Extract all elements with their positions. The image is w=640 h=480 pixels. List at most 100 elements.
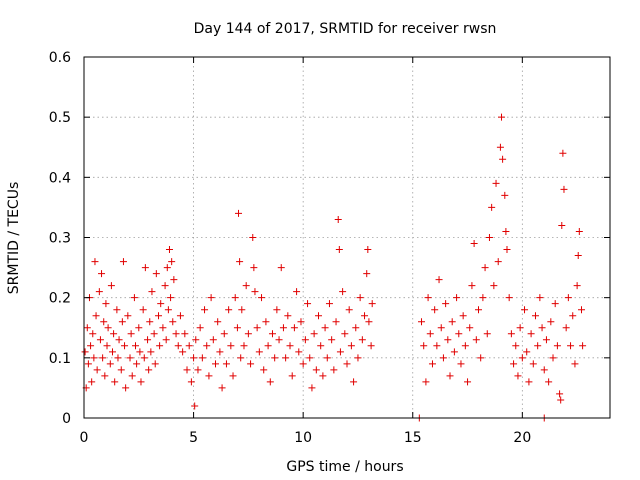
data-point [216,348,224,356]
data-point [114,354,122,362]
data-point [273,306,281,314]
data-point [110,330,118,338]
data-point [293,288,301,296]
y-tick-label: 0.4 [49,170,71,186]
data-point [196,324,204,332]
data-point [538,324,546,332]
data-point [185,342,193,350]
data-point [95,288,103,296]
data-point [560,185,568,193]
y-tick-label: 0 [62,411,71,427]
data-point [282,354,290,362]
data-point [549,354,557,362]
data-point [203,342,211,350]
data-point [536,294,544,302]
data-point [531,312,539,320]
data-point [466,324,474,332]
data-point [277,264,285,272]
data-point [107,282,115,290]
data-point [209,336,217,344]
data-point [562,324,570,332]
data-point [96,336,104,344]
data-point [240,342,248,350]
data-point [354,354,362,362]
data-point [301,336,309,344]
data-point [426,330,434,338]
data-point [464,378,472,386]
data-point [113,306,121,314]
data-point [361,312,369,320]
data-point [479,294,487,302]
data-point [507,330,515,338]
data-point [431,306,439,314]
data-point [516,324,524,332]
data-point [547,318,555,326]
y-tick-labels: 0 0.1 0.2 0.3 0.4 0.5 0.6 [49,50,71,427]
data-point [492,179,500,187]
data-point [559,149,567,157]
data-points [81,113,587,422]
data-point [169,318,177,326]
y-tick-label: 0.3 [49,231,71,247]
data-point [529,360,537,368]
x-axis-label: GPS time / hours [286,459,403,475]
data-point [258,294,266,302]
x-tick-label: 0 [80,430,89,446]
data-point [157,300,165,308]
data-point [115,336,123,344]
data-point [162,336,170,344]
data-point [352,324,360,332]
data-point [573,282,581,290]
data-point [334,215,342,223]
data-point [345,306,353,314]
data-point [444,336,452,344]
data-point [172,330,180,338]
data-point [92,312,100,320]
data-point [332,318,340,326]
data-point [347,342,355,350]
data-point [335,246,343,254]
data-point [461,342,469,350]
data-point [181,330,189,338]
data-point [244,330,252,338]
data-point [505,294,513,302]
data-point [336,348,344,356]
data-point [163,264,171,272]
data-point [453,294,461,302]
x-tick-label: 20 [513,430,531,446]
data-point [483,330,491,338]
data-point [496,143,504,151]
data-point [523,348,531,356]
data-point [556,390,564,398]
data-point [81,348,89,356]
data-point [499,155,507,163]
data-point [155,312,163,320]
data-point [167,294,175,302]
data-point [472,336,480,344]
data-point [542,336,550,344]
data-point [564,294,572,302]
data-point [358,336,366,344]
x-tick-label: 15 [404,430,422,446]
data-point [137,378,145,386]
data-point [214,318,222,326]
grid [84,57,610,418]
x-tick-label: 5 [189,430,198,446]
data-point [308,384,316,392]
data-point [485,234,493,241]
axis-ticks [83,56,610,419]
data-point [365,318,373,326]
data-point [121,342,129,350]
data-point [201,306,209,314]
data-point [176,312,184,320]
data-point [103,342,111,350]
data-point [558,221,566,229]
data-point [540,366,548,374]
data-point [503,246,511,254]
data-point [124,312,132,320]
data-point [84,360,92,368]
data-point [341,330,349,338]
data-point [304,300,312,308]
data-point [104,324,112,332]
data-point [117,366,125,374]
